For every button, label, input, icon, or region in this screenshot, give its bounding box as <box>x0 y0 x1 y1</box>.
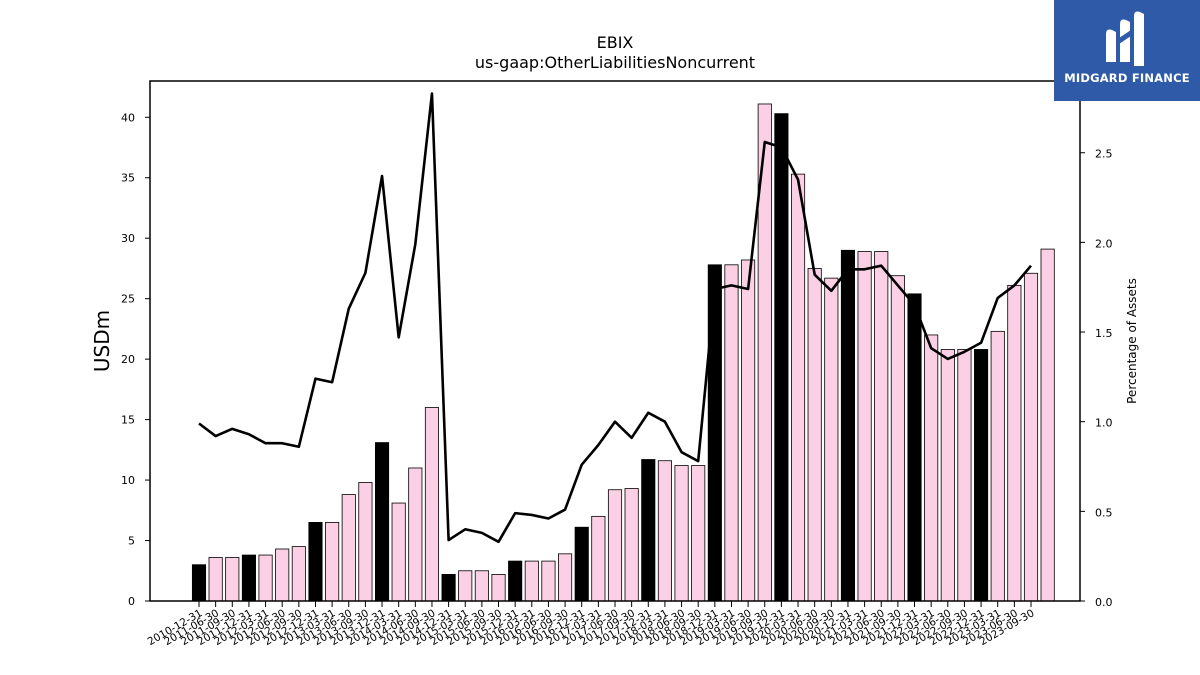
bar <box>624 488 639 602</box>
bar <box>424 407 440 602</box>
y2-tick-label: 2.0 <box>1095 237 1113 250</box>
y-tick-label: 10 <box>121 474 135 487</box>
bar <box>641 459 656 602</box>
bar <box>924 334 939 602</box>
bar <box>907 293 922 602</box>
bar <box>724 264 739 602</box>
bar <box>208 557 223 602</box>
line-series <box>198 92 1032 544</box>
bar <box>674 465 689 602</box>
bar <box>741 259 756 602</box>
y2-tick-label: 0.0 <box>1095 596 1113 609</box>
bar <box>524 560 539 602</box>
bar <box>824 277 839 602</box>
bar-series <box>191 103 1055 602</box>
bar <box>358 482 373 602</box>
y-tick-label: 20 <box>121 353 135 366</box>
bar <box>990 330 1005 602</box>
y2-tick-label: 2.5 <box>1095 148 1113 161</box>
bar <box>957 349 972 602</box>
y-tick-label: 40 <box>121 111 135 124</box>
bar <box>291 546 306 602</box>
bar <box>974 349 989 602</box>
y-tick-label: 0 <box>128 595 135 608</box>
y-axis-label-right: Percentage of Assets <box>1125 278 1139 404</box>
y2-tick-label: 1.5 <box>1095 327 1113 340</box>
bar <box>1023 272 1039 602</box>
bar <box>591 515 606 602</box>
x-axis: 2010-12-312011-06-302011-09-302011-12-31… <box>146 601 1037 648</box>
bar <box>807 268 822 602</box>
bar <box>225 557 240 602</box>
bar <box>940 349 955 602</box>
bar <box>441 574 456 602</box>
bar <box>707 264 722 602</box>
bar <box>857 251 872 602</box>
bar <box>1040 248 1055 602</box>
bar <box>275 548 290 602</box>
bar <box>508 560 523 602</box>
bar <box>391 502 406 602</box>
bar <box>691 465 706 602</box>
y-tick-label: 35 <box>121 172 135 185</box>
y2-tick-label: 0.5 <box>1095 506 1113 519</box>
chart-subtitle: us-gaap:OtherLiabilitiesNoncurrent <box>475 53 755 72</box>
bar <box>308 522 323 602</box>
bar <box>241 554 256 602</box>
logo-text: MIDGARD FINANCE <box>1064 71 1190 85</box>
bar <box>657 460 672 602</box>
y-axis-left: 0 5 10 15 20 25 30 35 40 <box>121 111 150 608</box>
bar <box>191 564 207 602</box>
midgard-finance-logo: MIDGARD FINANCE <box>1054 0 1200 101</box>
chart-title: EBIX <box>597 33 634 52</box>
bar <box>774 113 789 602</box>
bar <box>491 574 506 602</box>
logo-mark-icon <box>1106 11 1144 66</box>
bar <box>458 570 473 602</box>
y-tick-label: 15 <box>121 414 135 427</box>
bar <box>558 553 573 602</box>
y-axis-right: 0.0 0.5 1.0 1.5 2.0 2.5 <box>1080 148 1113 609</box>
y-axis-label-left: USDm <box>90 310 114 372</box>
bar <box>1007 284 1022 602</box>
bar <box>541 560 556 602</box>
bar <box>790 173 806 602</box>
y-tick-label: 30 <box>121 232 135 245</box>
bar <box>607 489 623 602</box>
bar <box>341 494 356 602</box>
bar <box>474 570 489 602</box>
line-path <box>198 92 1032 544</box>
bar <box>408 467 423 602</box>
bar <box>874 251 889 602</box>
bar <box>325 522 340 602</box>
bar <box>258 554 273 602</box>
y-tick-label: 5 <box>128 535 135 548</box>
bar <box>840 249 856 602</box>
bar <box>890 275 905 602</box>
bar <box>374 442 390 602</box>
y2-tick-label: 1.0 <box>1095 417 1113 430</box>
y-tick-label: 25 <box>121 293 135 306</box>
bar <box>574 526 589 602</box>
